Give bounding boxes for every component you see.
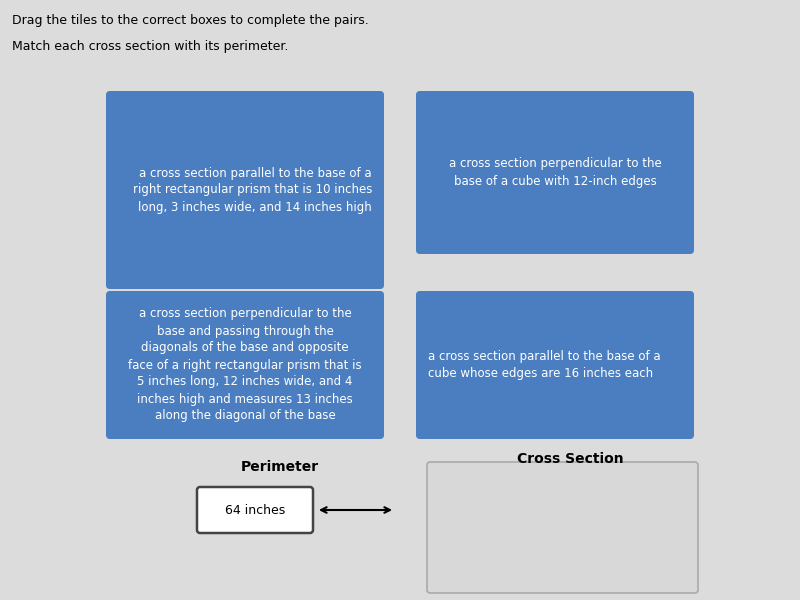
FancyBboxPatch shape: [197, 487, 313, 533]
Text: Match each cross section with its perimeter.: Match each cross section with its perime…: [12, 40, 288, 53]
Text: Cross Section: Cross Section: [517, 452, 623, 466]
FancyBboxPatch shape: [427, 462, 698, 593]
FancyBboxPatch shape: [106, 291, 384, 439]
FancyBboxPatch shape: [416, 291, 694, 439]
FancyBboxPatch shape: [416, 91, 694, 254]
FancyBboxPatch shape: [106, 91, 384, 289]
Text: a cross section perpendicular to the
base and passing through the
diagonals of t: a cross section perpendicular to the bas…: [128, 307, 362, 422]
Text: Perimeter: Perimeter: [241, 460, 319, 474]
Text: a cross section parallel to the base of a
right rectangular prism that is 10 inc: a cross section parallel to the base of …: [133, 166, 372, 214]
Text: Drag the tiles to the correct boxes to complete the pairs.: Drag the tiles to the correct boxes to c…: [12, 14, 369, 27]
Text: a cross section parallel to the base of a
cube whose edges are 16 inches each: a cross section parallel to the base of …: [428, 350, 661, 380]
Text: a cross section perpendicular to the
base of a cube with 12-inch edges: a cross section perpendicular to the bas…: [449, 157, 662, 187]
Text: 64 inches: 64 inches: [225, 503, 285, 517]
